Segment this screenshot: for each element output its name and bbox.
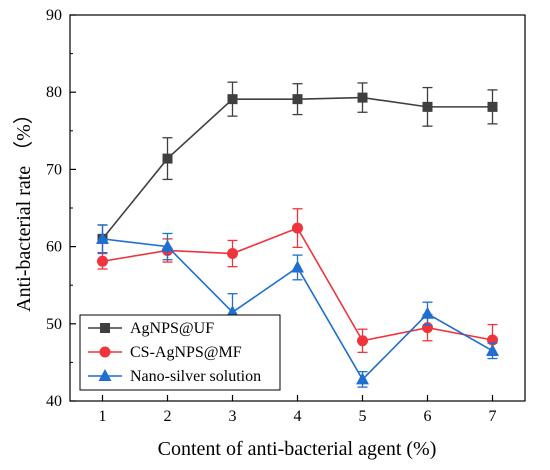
circle-marker: [292, 222, 303, 234]
circle-marker: [99, 346, 111, 358]
legend: AgNPS@UF CS-AgNPS@MF Nano-silver solution: [79, 314, 281, 391]
y-tick-label: 40: [46, 393, 62, 410]
legend-label: CS-AgNPS@MF: [130, 344, 242, 361]
series-1: [97, 81, 498, 254]
legend-entry: Nano-silver solution: [88, 368, 261, 385]
triangle-marker: [356, 372, 369, 385]
square-marker: [422, 101, 433, 112]
legend-entry: CS-AgNPS@MF: [88, 344, 242, 361]
square-marker: [100, 323, 110, 333]
x-tick-label: 5: [359, 408, 367, 425]
triangle-marker: [98, 369, 112, 381]
circle-marker: [97, 255, 108, 267]
y-tick-label: 80: [46, 84, 62, 101]
y-axis-title: Anti-bacterial rate （%）: [12, 104, 35, 312]
square-marker: [357, 92, 368, 103]
square-marker: [292, 94, 303, 105]
triangle-marker: [291, 260, 304, 273]
x-axis-ticks: 1 2 3 4 5 6 7: [99, 395, 497, 425]
x-tick-label: 6: [424, 408, 432, 425]
y-axis-ticks: 40 50 60 70 80 90: [46, 7, 76, 410]
x-axis-title: Content of anti-bacterial agent (%): [158, 438, 437, 460]
legend-entry: AgNPS@UF: [88, 320, 214, 337]
series-layer: [96, 81, 499, 388]
legend-label: AgNPS@UF: [130, 320, 214, 337]
x-tick-label: 2: [164, 408, 172, 425]
y-tick-label: 70: [46, 161, 62, 178]
triangle-marker: [96, 231, 109, 244]
triangle-marker: [421, 306, 434, 319]
square-marker: [162, 153, 173, 164]
triangle-marker: [486, 343, 499, 356]
y-tick-label: 60: [46, 239, 62, 256]
x-tick-label: 3: [229, 408, 237, 425]
x-tick-label: 4: [294, 408, 302, 425]
legend-entries: AgNPS@UF CS-AgNPS@MF Nano-silver solution: [88, 320, 261, 385]
x-tick-label: 7: [489, 408, 497, 425]
x-tick-label: 1: [99, 408, 107, 425]
legend-label: Nano-silver solution: [130, 368, 261, 385]
square-marker: [487, 101, 498, 112]
triangle-marker: [226, 305, 239, 318]
circle-marker: [357, 335, 368, 347]
y-tick-label: 50: [46, 316, 62, 333]
circle-marker: [227, 248, 238, 260]
square-marker: [227, 94, 238, 105]
triangle-marker: [161, 239, 174, 252]
y-tick-label: 90: [46, 7, 62, 24]
